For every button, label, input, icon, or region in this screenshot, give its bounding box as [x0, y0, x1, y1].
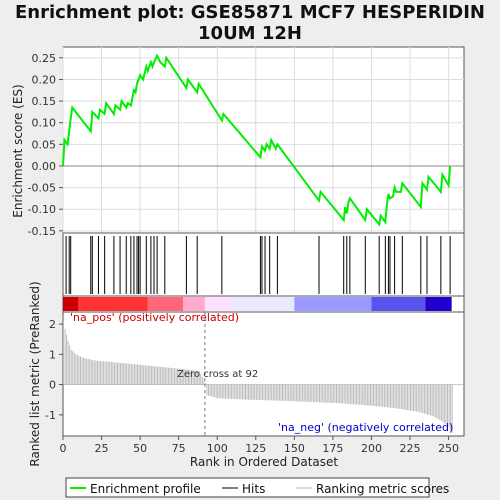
- rank-gradient-segment: [147, 297, 184, 311]
- x-tick-label: 150: [284, 442, 305, 455]
- x-tick-label: 250: [438, 442, 459, 455]
- es-tick-label: 0.00: [32, 160, 57, 173]
- hits-plot-area: [62, 232, 465, 297]
- rank-gradient-segment: [183, 297, 205, 311]
- rank-gradient-segment: [425, 297, 452, 311]
- rank-gradient-bar: [63, 297, 452, 311]
- metric-tick-label: 0: [49, 379, 56, 392]
- es-tick-label: 0.25: [32, 52, 57, 65]
- negative-correlated-label: 'na_neg' (negatively correlated): [278, 421, 453, 434]
- metric-tick-label: -1: [45, 409, 56, 422]
- metric-y-axis-title: Ranked list metric (PreRanked): [28, 281, 42, 466]
- rank-gradient-segment: [63, 297, 79, 311]
- chart-title-line-1: Enrichment plot: GSE85871 MCF7 HESPERIDI…: [15, 2, 485, 23]
- es-y-axis: -0.15 -0.10 -0.05 0.00 0.05 0.10 0.15 0.20 0.25: [28, 52, 63, 238]
- x-tick-label: 125: [245, 442, 266, 455]
- x-tick-label: 75: [172, 442, 186, 455]
- chart-title-line-2: 10UM 12H: [198, 23, 302, 44]
- x-tick-label: 50: [133, 442, 147, 455]
- es-tick-label: 0.15: [32, 95, 57, 108]
- x-tick-label: 175: [322, 442, 343, 455]
- legend: Enrichment profile Hits Ranking metric sco…: [70, 482, 449, 496]
- metric-tick-label: 1: [49, 348, 56, 361]
- x-axis: 0 25 50 75 100 125 150 175 200 225 250: [60, 436, 459, 455]
- rank-gradient-segment: [294, 297, 372, 311]
- x-tick-label: 0: [60, 442, 67, 455]
- rank-gradient-segment: [371, 297, 426, 311]
- x-axis-title: Rank in Ordered Dataset: [190, 455, 338, 469]
- rank-gradient-segment: [204, 297, 233, 311]
- positive-correlated-label: 'na_pos' (positively correlated): [70, 311, 239, 324]
- ranking-metric-bars: [63, 321, 464, 433]
- x-tick-label: 225: [400, 442, 421, 455]
- es-tick-label: 0.10: [32, 117, 57, 130]
- es-y-axis-title: Enrichment score (ES): [11, 84, 25, 217]
- es-tick-label: 0.05: [32, 138, 57, 151]
- enrichment-profile-line: [62, 53, 452, 227]
- es-gridlines: [62, 47, 464, 233]
- legend-box: [65, 477, 430, 498]
- metric-tick-label: 2: [49, 318, 56, 331]
- zero-cross-label: Zero cross at 92: [177, 369, 258, 380]
- rank-gradient-segment: [232, 297, 295, 311]
- es-tick-label: -0.05: [28, 182, 56, 195]
- legend-label: Hits: [242, 482, 265, 496]
- es-tick-label: 0.20: [32, 73, 57, 86]
- es-tick-label: -0.15: [28, 225, 56, 238]
- x-tick-label: 100: [207, 442, 228, 455]
- legend-label: Ranking metric scores: [316, 482, 449, 496]
- legend-label: Enrichment profile: [90, 482, 201, 496]
- x-tick-label: 25: [95, 442, 109, 455]
- metric-y-axis: -1 0 1 2: [45, 318, 63, 422]
- hit-marks: [65, 236, 451, 294]
- es-plot-area: [62, 46, 465, 234]
- rank-gradient-segment: [78, 297, 148, 311]
- es-tick-label: -0.10: [28, 203, 56, 216]
- x-tick-label: 200: [361, 442, 382, 455]
